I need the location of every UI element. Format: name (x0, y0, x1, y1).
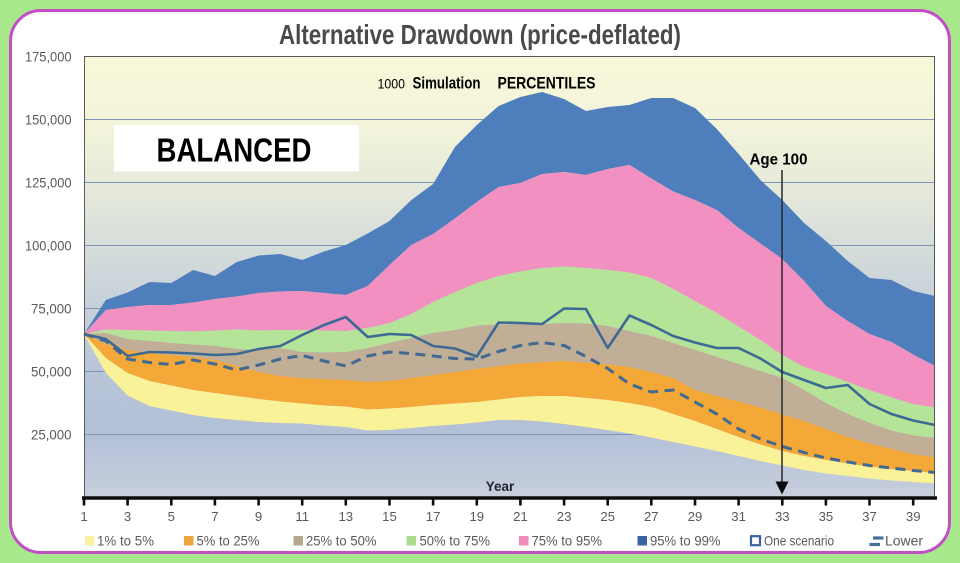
svg-text:1: 1 (80, 509, 87, 524)
svg-text:11: 11 (295, 509, 309, 524)
svg-text:Simulation: Simulation (413, 75, 481, 93)
svg-text:39: 39 (906, 509, 921, 524)
svg-text:25% to 50%: 25% to 50% (306, 533, 377, 549)
svg-text:PERCENTILES: PERCENTILES (498, 75, 596, 93)
svg-text:Age 100: Age 100 (750, 152, 808, 169)
svg-text:31: 31 (731, 509, 746, 524)
svg-text:29: 29 (688, 509, 703, 524)
svg-text:25: 25 (600, 509, 615, 524)
svg-text:5: 5 (168, 509, 175, 524)
svg-text:13: 13 (338, 509, 353, 524)
svg-text:3: 3 (124, 509, 131, 524)
svg-text:15: 15 (382, 509, 397, 524)
svg-text:37: 37 (862, 509, 877, 524)
svg-text:125,000: 125,000 (25, 175, 72, 191)
svg-text:19: 19 (469, 509, 484, 524)
svg-text:150,000: 150,000 (25, 112, 72, 128)
svg-text:1% to 5%: 1% to 5% (97, 533, 154, 549)
svg-text:Year: Year (486, 479, 515, 494)
svg-text:21: 21 (513, 509, 528, 524)
svg-text:5% to 25%: 5% to 25% (197, 533, 260, 549)
svg-text:9: 9 (255, 509, 262, 524)
svg-text:35: 35 (819, 509, 834, 524)
svg-text:75,000: 75,000 (31, 301, 72, 317)
svg-text:175,000: 175,000 (25, 49, 72, 65)
svg-text:23: 23 (557, 509, 572, 524)
svg-text:100,000: 100,000 (25, 238, 72, 254)
svg-text:One scenario: One scenario (764, 533, 834, 549)
svg-text:50,000: 50,000 (31, 364, 72, 380)
svg-text:7: 7 (211, 509, 218, 524)
svg-text:33: 33 (775, 509, 790, 524)
svg-text:25,000: 25,000 (31, 427, 72, 443)
svg-text:75% to 95%: 75% to 95% (532, 533, 603, 549)
svg-text:27: 27 (644, 509, 659, 524)
svg-text:1000: 1000 (378, 77, 406, 92)
svg-text:50% to 75%: 50% to 75% (420, 533, 491, 549)
svg-text:Lower: Lower (885, 533, 923, 549)
svg-text:Alternative Drawdown (price-de: Alternative Drawdown (price-deflated) (279, 19, 681, 50)
svg-text:BALANCED: BALANCED (157, 132, 312, 169)
svg-text:95% to 99%: 95% to 99% (650, 533, 721, 549)
svg-text:17: 17 (426, 509, 441, 524)
